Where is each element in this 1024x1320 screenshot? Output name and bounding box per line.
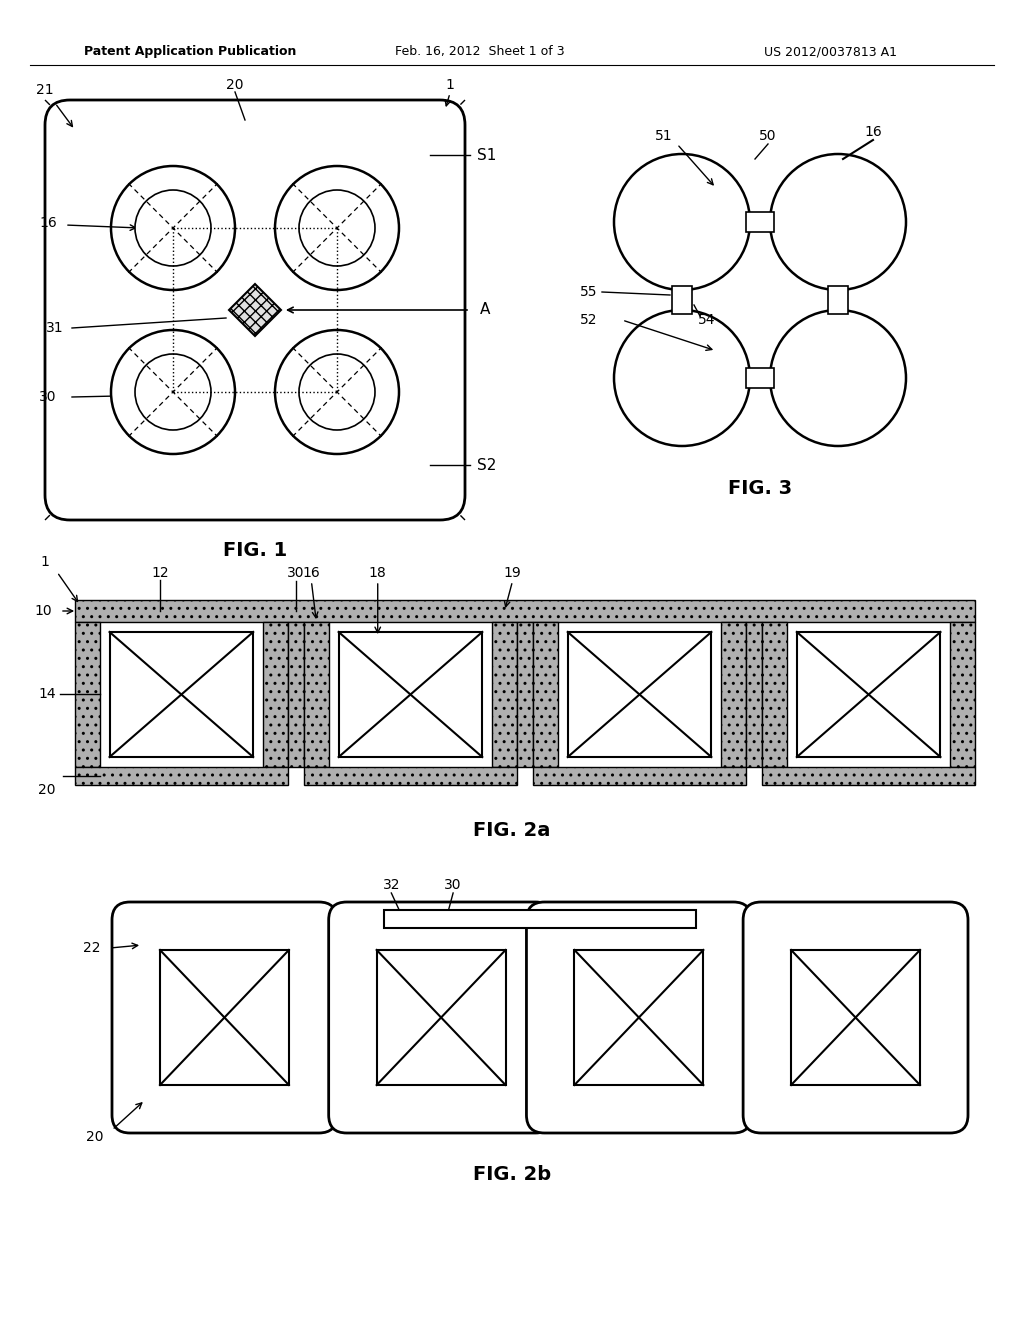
Bar: [288, 622, 304, 767]
Bar: [304, 622, 329, 767]
Bar: [672, 286, 692, 314]
Bar: [950, 622, 975, 767]
Text: 12: 12: [152, 566, 169, 579]
Bar: [746, 368, 774, 388]
Bar: [762, 767, 975, 785]
Bar: [762, 767, 975, 785]
Bar: [160, 950, 289, 1085]
Text: 51: 51: [655, 129, 673, 143]
Text: 20: 20: [38, 783, 55, 797]
Circle shape: [275, 330, 399, 454]
Text: 19: 19: [504, 566, 521, 579]
Bar: [762, 622, 786, 767]
Bar: [304, 767, 517, 785]
Bar: [534, 622, 558, 767]
FancyBboxPatch shape: [45, 100, 465, 520]
FancyBboxPatch shape: [526, 902, 752, 1133]
Text: 30: 30: [444, 878, 462, 892]
Bar: [950, 622, 975, 767]
Circle shape: [111, 166, 234, 290]
Circle shape: [275, 166, 399, 290]
Circle shape: [111, 330, 234, 454]
Text: 30: 30: [287, 566, 305, 579]
Bar: [792, 950, 920, 1085]
Text: 14: 14: [38, 686, 56, 701]
Text: 1: 1: [445, 78, 455, 92]
Bar: [745, 622, 762, 767]
Text: A: A: [480, 302, 490, 318]
Text: 54: 54: [698, 313, 716, 327]
Text: Feb. 16, 2012  Sheet 1 of 3: Feb. 16, 2012 Sheet 1 of 3: [395, 45, 565, 58]
Circle shape: [299, 354, 375, 430]
Circle shape: [770, 310, 906, 446]
Bar: [384, 909, 695, 928]
Bar: [263, 622, 288, 767]
Text: 20: 20: [226, 78, 244, 92]
Text: 55: 55: [581, 285, 598, 300]
Bar: [517, 622, 534, 767]
Circle shape: [135, 190, 211, 267]
Text: FIG. 3: FIG. 3: [728, 479, 792, 498]
Text: 30: 30: [39, 389, 56, 404]
Bar: [493, 622, 517, 767]
Bar: [75, 601, 975, 622]
Bar: [288, 622, 304, 767]
Bar: [377, 950, 506, 1085]
FancyBboxPatch shape: [743, 902, 968, 1133]
Text: 16: 16: [39, 216, 57, 230]
Circle shape: [614, 154, 750, 290]
Text: 52: 52: [581, 313, 598, 327]
FancyBboxPatch shape: [112, 902, 337, 1133]
Text: S2: S2: [477, 458, 497, 473]
Bar: [534, 767, 745, 785]
Text: Patent Application Publication: Patent Application Publication: [84, 45, 296, 58]
Text: 22: 22: [83, 941, 100, 954]
Bar: [339, 632, 482, 756]
Bar: [574, 950, 703, 1085]
Circle shape: [299, 190, 375, 267]
Bar: [75, 622, 99, 767]
Bar: [75, 601, 975, 622]
Bar: [745, 622, 762, 767]
Bar: [721, 622, 745, 767]
Bar: [534, 622, 558, 767]
Text: 18: 18: [369, 566, 387, 579]
Text: 10: 10: [34, 605, 52, 618]
Text: 20: 20: [86, 1130, 103, 1144]
Text: FIG. 2a: FIG. 2a: [473, 821, 551, 840]
Text: 16: 16: [864, 125, 882, 139]
Text: 21: 21: [36, 83, 54, 96]
Circle shape: [135, 354, 211, 430]
Text: US 2012/0037813 A1: US 2012/0037813 A1: [764, 45, 896, 58]
Circle shape: [770, 154, 906, 290]
Text: 50: 50: [759, 129, 777, 143]
Bar: [75, 622, 99, 767]
Text: 16: 16: [302, 566, 321, 579]
Text: FIG. 2b: FIG. 2b: [473, 1166, 551, 1184]
Bar: [517, 622, 534, 767]
Bar: [746, 213, 774, 232]
Bar: [828, 286, 848, 314]
Polygon shape: [229, 284, 281, 337]
Bar: [493, 622, 517, 767]
Bar: [567, 632, 712, 756]
Text: S1: S1: [477, 148, 497, 162]
Bar: [304, 767, 517, 785]
Text: FIG. 1: FIG. 1: [223, 540, 287, 560]
FancyBboxPatch shape: [329, 902, 554, 1133]
Text: 31: 31: [46, 321, 63, 335]
Bar: [721, 622, 745, 767]
Text: 1: 1: [41, 554, 49, 569]
Bar: [110, 632, 253, 756]
Bar: [75, 767, 288, 785]
Bar: [797, 632, 940, 756]
Bar: [263, 622, 288, 767]
Bar: [534, 767, 745, 785]
Circle shape: [614, 310, 750, 446]
Text: 32: 32: [383, 878, 400, 892]
Bar: [304, 622, 329, 767]
Bar: [75, 767, 288, 785]
Bar: [762, 622, 786, 767]
